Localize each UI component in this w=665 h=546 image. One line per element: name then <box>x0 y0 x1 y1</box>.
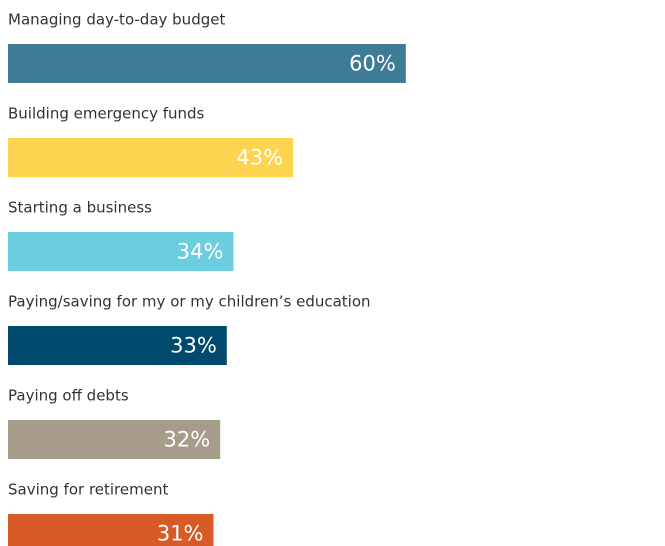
category-label: Paying/saving for my or my children’s ed… <box>8 293 371 311</box>
category-label: Paying off debts <box>8 387 129 405</box>
bar <box>8 514 214 546</box>
category-label: Building emergency funds <box>8 105 205 123</box>
value-label: 33% <box>170 334 217 358</box>
value-label: 60% <box>349 52 396 76</box>
bar <box>8 232 234 271</box>
value-label: 32% <box>163 428 210 452</box>
bar <box>8 44 406 83</box>
category-label: Starting a business <box>8 199 152 217</box>
bar <box>8 138 294 177</box>
category-label: Saving for retirement <box>8 481 168 499</box>
value-label: 34% <box>177 240 224 264</box>
value-label: 31% <box>157 522 204 546</box>
bar <box>8 326 227 365</box>
bar <box>8 420 221 459</box>
category-label: Managing day-to-day budget <box>8 11 225 29</box>
value-label: 43% <box>236 146 283 170</box>
